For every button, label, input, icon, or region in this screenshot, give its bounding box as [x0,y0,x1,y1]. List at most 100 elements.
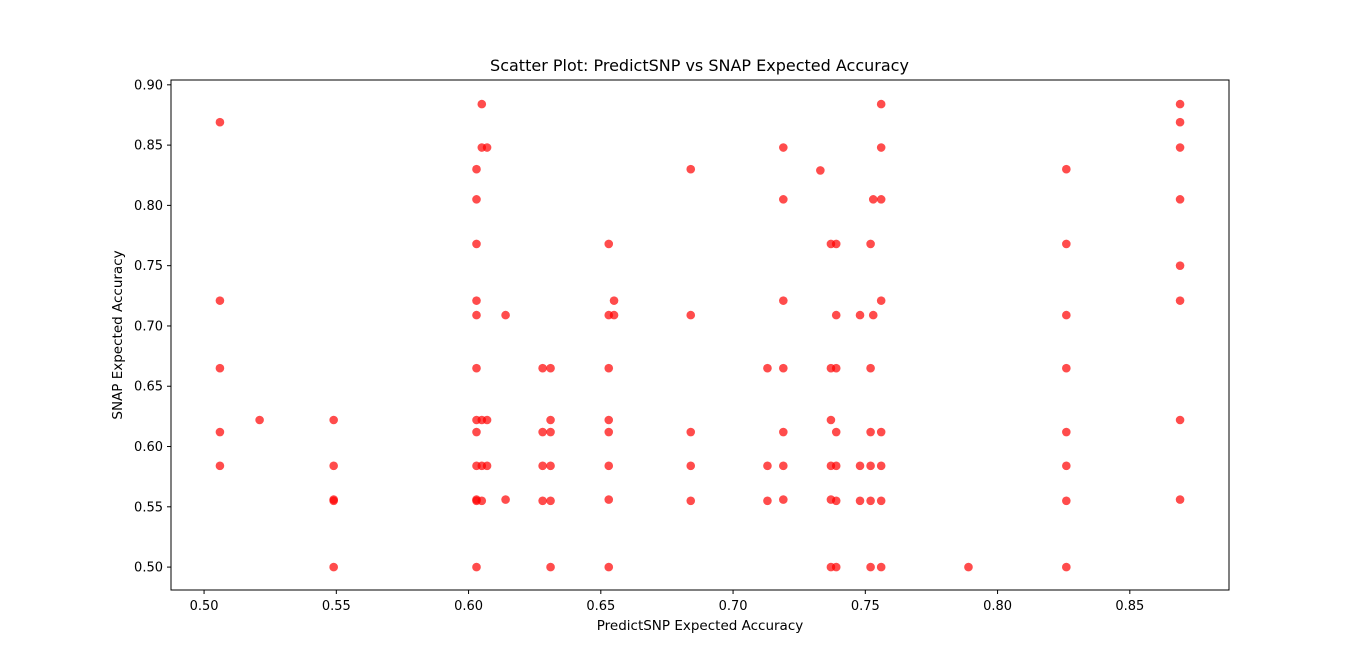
scatter-point [779,195,788,204]
scatter-point [1062,164,1071,174]
scatter-point [1175,495,1185,504]
scatter-point [604,427,614,437]
scatter-point [472,562,481,572]
scatter-point [779,143,788,152]
y-tick-label: 0.85 [134,139,163,154]
scatter-point [1062,427,1071,437]
x-axis-ticks: 0.50 0.55 0.60 0.65 0.70 0.75 0.80 0.85 [190,590,1144,614]
y-tick-label: 0.60 [134,440,163,455]
scatter-point [538,363,547,373]
scatter-point [1175,195,1185,204]
scatter-point [1062,310,1071,320]
scatter-point [1175,99,1185,109]
scatter-point [866,562,875,572]
scatter-point [472,239,481,249]
scatter-point [215,363,225,373]
scatter-point [866,496,875,506]
scatter-point [546,427,555,437]
plot-frame [170,79,1230,591]
scatter-point [1062,363,1071,373]
x-tick-label: 0.70 [719,599,748,614]
scatter-point [215,296,225,305]
scatter-point [686,427,696,437]
scatter-point [876,143,886,152]
scatter-point [876,461,886,471]
scatter-point [876,296,886,305]
scatter-point [604,415,614,425]
scatter-point [855,461,865,471]
y-tick-label: 0.65 [134,380,163,395]
scatter-point [876,195,886,204]
scatter-point [866,363,875,373]
scatter-point [538,496,547,506]
scatter-point [546,363,555,373]
scatter-point [1175,415,1185,425]
scatter-point [546,461,555,471]
scatter-point [876,99,886,109]
y-axis-label: SNAP Expected Accuracy [110,250,126,419]
scatter-point [477,99,487,109]
scatter-point [604,495,614,504]
y-tick-label: 0.70 [134,319,163,334]
scatter-point [831,310,841,320]
scatter-point [482,461,492,471]
scatter-point [609,296,619,305]
scatter-point [866,427,875,437]
scatter-point [1175,117,1185,127]
scatter-point [472,195,481,204]
scatter-point [329,415,338,425]
x-axis-label: PredictSNP Expected Accuracy [597,618,804,634]
scatter-point [831,427,841,437]
scatter-point [1175,261,1185,270]
scatter-point [477,496,487,506]
scatter-point [686,310,696,320]
scatter-point [1062,562,1071,572]
scatter-point [779,495,788,504]
scatter-point [255,415,264,425]
scatter-point [876,562,886,572]
scatter-point [215,117,225,127]
y-tick-label: 0.50 [134,561,163,576]
scatter-point [876,496,886,506]
scatter-point [779,461,788,471]
scatter-point [686,496,696,506]
scatter-point [472,296,481,305]
scatter-point [604,239,614,249]
scatter-point [855,496,865,506]
scatter-point [779,363,788,373]
scatter-point [472,164,481,174]
scatter-point [763,363,772,373]
scatter-point [538,461,547,471]
scatter-point [866,239,875,249]
scatter-point [546,415,555,425]
y-tick-label: 0.80 [134,199,163,214]
x-tick-label: 0.85 [1115,599,1144,614]
scatter-point [604,461,614,471]
scatter-point [538,427,547,437]
scatter-point [831,239,841,249]
scatter-point [868,195,878,204]
x-tick-label: 0.55 [322,599,351,614]
scatter-point [1175,143,1185,152]
scatter-point [1062,496,1071,506]
scatter-point [604,562,614,572]
scatter-point [329,496,338,506]
scatter-point [482,415,492,425]
scatter-point [763,461,772,471]
scatter-point [501,310,510,320]
scatter-point [472,427,481,437]
scatter-point [546,562,555,572]
scatter-point [604,363,614,373]
scatter-point [482,143,492,152]
scatter-point [686,461,696,471]
x-tick-label: 0.50 [190,599,219,614]
scatter-point [215,427,225,437]
scatter-point [686,164,696,174]
scatter-point [215,461,225,471]
scatter-point [472,363,481,373]
y-tick-label: 0.75 [134,259,163,274]
scatter-point [609,310,619,320]
scatter-point [855,310,865,320]
